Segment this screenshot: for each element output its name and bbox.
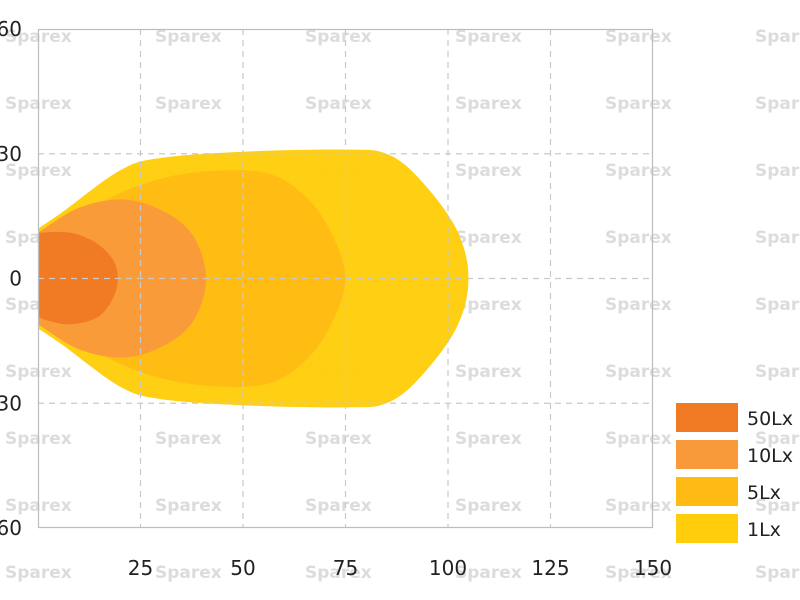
watermark-text: Sparex: [755, 161, 800, 181]
watermark-text: Sparex: [455, 362, 522, 382]
x-tick-label: 50: [230, 556, 255, 580]
watermark-text: Sparex: [455, 94, 522, 114]
watermark-text: Sparex: [455, 563, 522, 583]
watermark-text: Sparex: [155, 94, 222, 114]
watermark-text: Sparex: [755, 94, 800, 114]
legend-label-50lx: 50Lx: [747, 408, 793, 430]
watermark-text: Sparex: [755, 27, 800, 47]
watermark-text: Sparex: [455, 295, 522, 315]
beam-areas: [38, 149, 469, 408]
legend-swatch-5lx: [676, 477, 738, 506]
watermark-text: Sparex: [605, 161, 672, 181]
watermark-text: Sparex: [755, 295, 800, 315]
watermark-text: Sparex: [605, 27, 672, 47]
legend-swatch-10lx: [676, 440, 738, 469]
watermark-text: Sparex: [755, 362, 800, 382]
x-tick-label: 100: [429, 556, 467, 580]
grid-lines: [38, 29, 653, 528]
x-tick-label: 150: [634, 556, 672, 580]
axis-tick-labels: 25 50 75 100 125 150 60 30 0 30 60: [0, 17, 672, 580]
y-tick-label: 30: [0, 142, 22, 166]
watermark-text: Sparex: [455, 496, 522, 516]
watermark-text: Sparex: [455, 228, 522, 248]
y-tick-label: 60: [0, 17, 22, 41]
legend-label-10lx: 10Lx: [747, 445, 793, 467]
legend-swatch-1lx: [676, 514, 738, 543]
watermark-text: Sparex: [305, 496, 372, 516]
watermark-text: Sparex: [455, 27, 522, 47]
watermark-text: Sparex: [455, 429, 522, 449]
watermark-text: Sparex: [605, 228, 672, 248]
watermark-text: Sparex: [755, 228, 800, 248]
legend-swatch-50lx: [676, 403, 738, 432]
watermark-text: Sparex: [305, 94, 372, 114]
beam-area-50lx: [38, 231, 118, 325]
watermark-text: Sparex: [755, 563, 800, 583]
watermark-text: Sparex: [155, 496, 222, 516]
watermark-text: Sparex: [755, 496, 800, 516]
watermark-text: Sparex: [605, 362, 672, 382]
watermark-text: Sparex: [605, 94, 672, 114]
legend-label-5lx: 5Lx: [747, 482, 781, 504]
watermark-text: Sparex: [155, 563, 222, 583]
legend-label-1lx: 1Lx: [747, 519, 781, 541]
x-tick-label: 75: [333, 556, 358, 580]
y-tick-label: 60: [0, 516, 22, 540]
watermark-text: Sparex: [605, 429, 672, 449]
watermark-text: Sparex: [305, 563, 372, 583]
watermark-text: Sparex: [305, 429, 372, 449]
watermark-text: Sparex: [455, 161, 522, 181]
x-tick-label: 125: [531, 556, 569, 580]
watermark-text: Sparex: [605, 295, 672, 315]
x-tick-label: 25: [128, 556, 153, 580]
plot-frame: [37, 28, 654, 529]
watermark-text: Sparex: [155, 27, 222, 47]
legend: 50Lx 10Lx 5Lx 1Lx: [676, 403, 793, 543]
y-tick-label: 0: [9, 267, 22, 291]
watermark-text: Sparex: [605, 496, 672, 516]
watermark-text: Sparex: [305, 27, 372, 47]
watermark-text: Sparex: [605, 563, 672, 583]
y-tick-label: 30: [0, 391, 22, 415]
watermark-text: Sparex: [5, 563, 72, 583]
watermark-text: Sparex: [155, 429, 222, 449]
watermark-text: Sparex: [755, 429, 800, 449]
